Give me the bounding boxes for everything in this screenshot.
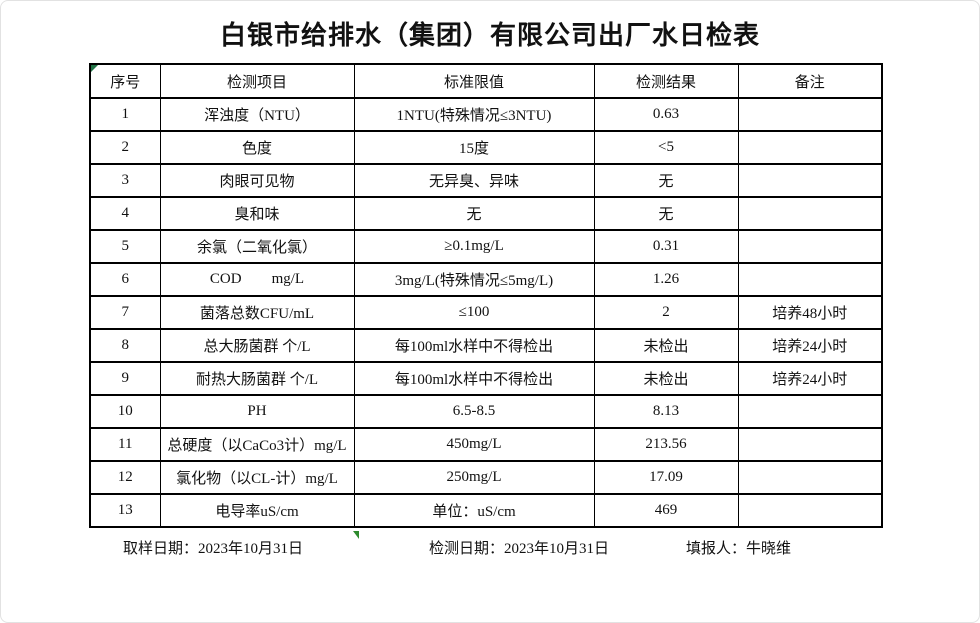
table-row: 9 耐热大肠菌群 个/L 每100ml水样中不得检出 未检出 培养24小时 [89, 361, 883, 396]
cell-limit: ≤100 [353, 295, 595, 330]
test-date-label: 检测日期：2023年10月31日 [429, 541, 610, 557]
cell-remark [737, 130, 883, 165]
cell-limit: ≥0.1mg/L [353, 229, 595, 264]
cell-remark [737, 493, 883, 528]
sampling-date-label: 取样日期：2023年10月31日 [123, 541, 304, 557]
table-row: 2 色度 15度 <5 [89, 130, 883, 165]
cell-item: 总硬度（以CaCo3计）mg/L [159, 427, 355, 462]
excel-error-indicator-icon [91, 65, 98, 72]
cell-result: 0.31 [593, 229, 739, 264]
cell-result: 2 [593, 295, 739, 330]
table-row: 3 肉眼可见物 无异臭、异味无 [89, 163, 883, 198]
page-title: 白银市给排水（集团）有限公司出厂水日检表 [219, 21, 760, 50]
cell-remark [737, 427, 883, 462]
cell-index: 12 [89, 460, 161, 495]
cell-limit: 每100ml水样中不得检出 [353, 361, 595, 396]
cell-index: 5 [89, 229, 161, 264]
cell-limit: 无 [353, 196, 595, 231]
cell-item: 电导率uS/cm [159, 493, 355, 528]
cell-result: 1.26 [593, 262, 739, 297]
cell-index: 4 [89, 196, 161, 231]
cell-limit: 单位：uS/cm [353, 493, 595, 528]
table-row: 13 电导率uS/cm 单位：uS/cm 469 [89, 493, 883, 528]
inspection-table: 序号 检测项目 标准限值 检测结果 备注 1 浑浊度（NTU） 1NTU(特殊情况≤3NTU… [89, 63, 883, 528]
cell-limit: 250mg/L [353, 460, 595, 495]
cell-index: 1 [89, 97, 161, 132]
table-row: 10 PH 6.5-8.5 8.13 [89, 394, 883, 429]
cell-result: <5 [593, 130, 739, 165]
cell-result: 213.56 [593, 427, 739, 462]
header-cell: 检测结果 [593, 63, 739, 99]
table-body: 1 浑浊度（NTU） 1NTU(特殊情况≤3NTU) 0.63 2 色度 15度 <5 3 肉眼可… [89, 97, 883, 528]
cell-result: 17.09 [593, 460, 739, 495]
cell-remark [737, 163, 883, 198]
cell-limit: 无异臭、异味 [353, 163, 595, 198]
header-cell: 检测项目 [159, 63, 355, 99]
cell-index: 6 [89, 262, 161, 297]
cell-limit: 1NTU(特殊情况≤3NTU) [353, 97, 595, 132]
cell-remark [737, 229, 883, 264]
cell-result: 469 [593, 493, 739, 528]
header-cell: 标准限值 [353, 63, 595, 99]
cell-item: 浑浊度（NTU） [159, 97, 355, 132]
cell-remark: 培养24小时 [737, 361, 883, 396]
cell-result: 未检出 [593, 328, 739, 363]
cell-item: 菌落总数CFU/mL [159, 295, 355, 330]
cell-index: 9 [89, 361, 161, 396]
cell-limit: 每100ml水样中不得检出 [353, 328, 595, 363]
cell-remark [737, 97, 883, 132]
cell-remark [737, 460, 883, 495]
green-marker-icon [353, 531, 359, 539]
reporter-label: 填报人：牛晓维 [686, 541, 792, 557]
cell-result: 未检出 [593, 361, 739, 396]
table-header-row: 序号 检测项目 标准限值 检测结果 备注 [89, 63, 883, 99]
table-row: 11 总硬度（以CaCo3计）mg/L 450mg/L 213.56 [89, 427, 883, 462]
cell-index: 11 [89, 427, 161, 462]
cell-index: 8 [89, 328, 161, 363]
cell-remark [737, 262, 883, 297]
table-row: 12 氯化物（以CL-计）mg/L 250mg/L 17.09 [89, 460, 883, 495]
header-cell: 备注 [737, 63, 883, 99]
cell-remark [737, 196, 883, 231]
cell-item: 耐热大肠菌群 个/L [159, 361, 355, 396]
cell-limit: 450mg/L [353, 427, 595, 462]
cell-item: 余氯（二氧化氯） [159, 229, 355, 264]
cell-remark [737, 394, 883, 429]
cell-remark: 培养48小时 [737, 295, 883, 330]
cell-remark: 培养24小时 [737, 328, 883, 363]
table-row: 5 余氯（二氧化氯） ≥0.1mg/L 0.31 [89, 229, 883, 264]
table-row: 4 臭和味无无 [89, 196, 883, 231]
table-row: 1 浑浊度（NTU） 1NTU(特殊情况≤3NTU) 0.63 [89, 97, 883, 132]
table-row: 8 总大肠菌群 个/L 每100ml水样中不得检出 未检出 培养24小时 [89, 328, 883, 363]
cell-result: 无 [593, 163, 739, 198]
cell-index: 7 [89, 295, 161, 330]
cell-item: 总大肠菌群 个/L [159, 328, 355, 363]
cell-result: 8.13 [593, 394, 739, 429]
cell-index: 3 [89, 163, 161, 198]
header-cell: 序号 [89, 63, 161, 99]
cell-item: 臭和味 [159, 196, 355, 231]
table-row: 6 COD mg/L 3mg/L(特殊情况≤5mg/L) 1.26 [89, 262, 883, 297]
cell-item: 肉眼可见物 [159, 163, 355, 198]
table-row: 7 菌落总数CFU/mL ≤100 2 培养48小时 [89, 295, 883, 330]
cell-result: 0.63 [593, 97, 739, 132]
cell-limit: 3mg/L(特殊情况≤5mg/L) [353, 262, 595, 297]
cell-limit: 15度 [353, 130, 595, 165]
cell-item: COD mg/L [159, 262, 355, 297]
cell-result: 无 [593, 196, 739, 231]
table-head: 序号 检测项目 标准限值 检测结果 备注 [89, 63, 883, 99]
cell-limit: 6.5-8.5 [353, 394, 595, 429]
cell-item: PH [159, 394, 355, 429]
cell-index: 2 [89, 130, 161, 165]
cell-index: 10 [89, 394, 161, 429]
cell-item: 氯化物（以CL-计）mg/L [159, 460, 355, 495]
cell-item: 色度 [159, 130, 355, 165]
cell-index: 13 [89, 493, 161, 528]
